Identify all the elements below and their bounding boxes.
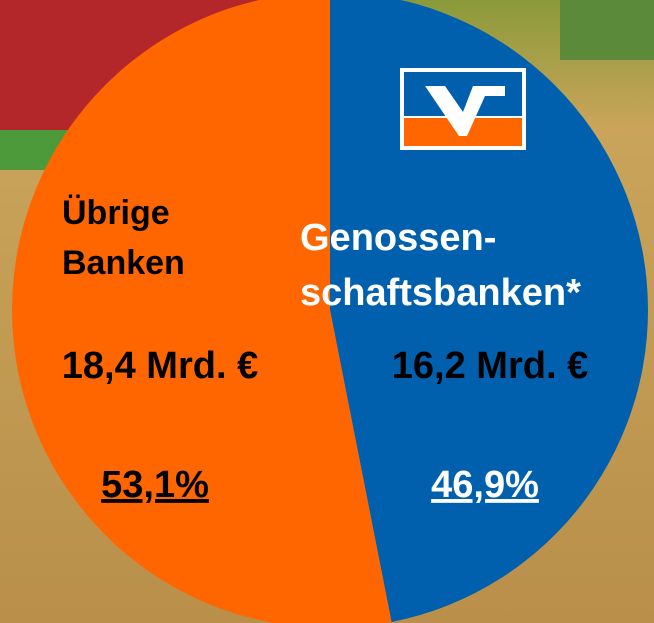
pie-slice bbox=[330, 0, 648, 622]
category-label: Übrige bbox=[62, 194, 170, 232]
category-label: schaftsbanken* bbox=[300, 272, 581, 314]
trees bbox=[560, 0, 654, 60]
pie bbox=[12, 0, 648, 623]
category-label: Banken bbox=[62, 244, 185, 282]
amount-label: 18,4 Mrd. € bbox=[62, 345, 258, 387]
logo bbox=[400, 68, 526, 150]
pie-slice bbox=[12, 0, 392, 623]
category-label: Genossen- bbox=[300, 217, 496, 259]
value-label: 53,1% bbox=[101, 464, 209, 506]
amount-label: 16,2 Mrd. € bbox=[392, 345, 588, 387]
value-label: 46,9% bbox=[431, 464, 539, 506]
